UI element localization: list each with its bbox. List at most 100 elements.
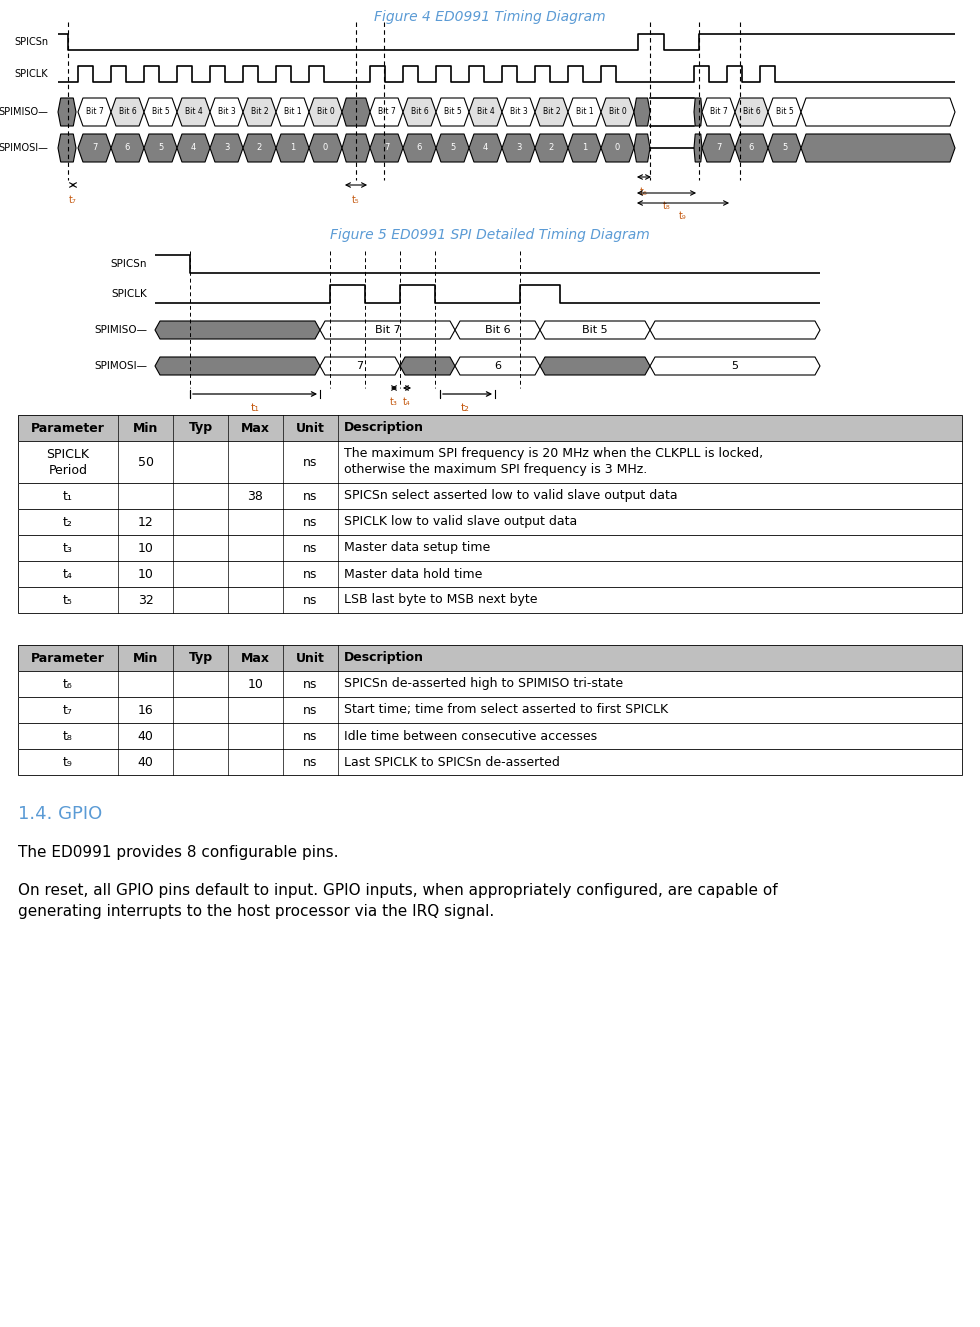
Polygon shape <box>634 134 650 162</box>
Text: 6: 6 <box>749 143 755 153</box>
Text: ns: ns <box>304 568 318 580</box>
Polygon shape <box>243 134 276 162</box>
Text: SPIMISO—: SPIMISO— <box>0 107 48 117</box>
Text: t₄: t₄ <box>403 397 411 407</box>
Polygon shape <box>320 357 400 376</box>
Text: 7: 7 <box>384 143 389 153</box>
Bar <box>18 748 962 775</box>
Bar <box>18 483 962 510</box>
Polygon shape <box>634 98 650 126</box>
Bar <box>18 535 962 561</box>
Text: SPICLK: SPICLK <box>15 69 48 80</box>
Text: Bit 2: Bit 2 <box>543 107 561 117</box>
Text: SPIMOSI—: SPIMOSI— <box>94 361 147 372</box>
Polygon shape <box>111 134 144 162</box>
Polygon shape <box>436 134 469 162</box>
Text: The ED0991 provides 8 configurable pins.: The ED0991 provides 8 configurable pins. <box>18 845 338 860</box>
Text: SPICLK: SPICLK <box>112 289 147 299</box>
Text: ns: ns <box>304 593 318 606</box>
Bar <box>18 510 962 535</box>
Polygon shape <box>400 357 455 376</box>
Polygon shape <box>650 357 820 376</box>
Polygon shape <box>455 357 540 376</box>
Polygon shape <box>58 98 76 126</box>
Text: 6: 6 <box>494 361 501 372</box>
Text: 38: 38 <box>248 490 264 503</box>
Text: ns: ns <box>304 541 318 555</box>
Bar <box>18 671 962 697</box>
Polygon shape <box>370 98 403 126</box>
Text: Bit 1: Bit 1 <box>575 107 593 117</box>
Bar <box>18 561 962 587</box>
Text: t₁: t₁ <box>251 403 260 413</box>
Text: Master data hold time: Master data hold time <box>344 568 482 580</box>
Text: Unit: Unit <box>296 652 325 665</box>
Text: Typ: Typ <box>188 422 213 434</box>
Text: 7: 7 <box>92 143 97 153</box>
Text: Parameter: Parameter <box>31 652 105 665</box>
Text: Max: Max <box>241 652 270 665</box>
Text: t₅: t₅ <box>63 593 73 606</box>
Text: ns: ns <box>304 515 318 528</box>
Bar <box>18 748 962 775</box>
Text: Bit 7: Bit 7 <box>374 325 401 334</box>
Polygon shape <box>78 134 111 162</box>
Polygon shape <box>535 134 568 162</box>
Polygon shape <box>78 98 111 126</box>
Text: 32: 32 <box>137 593 154 606</box>
Polygon shape <box>601 98 634 126</box>
Text: 40: 40 <box>137 755 154 768</box>
Text: 4: 4 <box>191 143 196 153</box>
Text: t₈: t₈ <box>662 200 670 211</box>
Polygon shape <box>155 357 320 376</box>
Text: t₇: t₇ <box>70 195 76 204</box>
Text: Min: Min <box>133 652 158 665</box>
Text: Bit 6: Bit 6 <box>119 107 136 117</box>
Text: ns: ns <box>304 703 318 717</box>
Polygon shape <box>276 98 309 126</box>
Text: 1: 1 <box>290 143 295 153</box>
Text: SPICSn de-asserted high to SPIMISO tri-state: SPICSn de-asserted high to SPIMISO tri-s… <box>344 678 623 690</box>
Text: Bit 2: Bit 2 <box>251 107 269 117</box>
Text: Figure 5 ED0991 SPI Detailed Timing Diagram: Figure 5 ED0991 SPI Detailed Timing Diag… <box>330 228 650 242</box>
Polygon shape <box>309 98 342 126</box>
Text: ns: ns <box>304 490 318 503</box>
Polygon shape <box>469 98 502 126</box>
Polygon shape <box>650 321 820 338</box>
Text: Bit 7: Bit 7 <box>710 107 727 117</box>
Text: t₉: t₉ <box>679 211 687 222</box>
Bar <box>18 671 962 697</box>
Text: t₂: t₂ <box>461 403 469 413</box>
Text: Bit 5: Bit 5 <box>775 107 794 117</box>
Text: t₃: t₃ <box>63 541 73 555</box>
Polygon shape <box>342 98 370 126</box>
Polygon shape <box>370 134 403 162</box>
Polygon shape <box>540 357 650 376</box>
Bar <box>18 483 962 510</box>
Polygon shape <box>540 321 650 338</box>
Text: SPICLK low to valid slave output data: SPICLK low to valid slave output data <box>344 515 577 528</box>
Bar <box>18 723 962 748</box>
Polygon shape <box>144 134 177 162</box>
Text: 6: 6 <box>416 143 422 153</box>
Text: Bit 6: Bit 6 <box>743 107 760 117</box>
Bar <box>18 561 962 587</box>
Text: 10: 10 <box>248 678 264 690</box>
Polygon shape <box>403 98 436 126</box>
Polygon shape <box>455 321 540 338</box>
Bar <box>18 441 962 483</box>
Text: Description: Description <box>344 422 424 434</box>
Text: 10: 10 <box>137 541 154 555</box>
Text: 16: 16 <box>137 703 154 717</box>
Polygon shape <box>702 134 735 162</box>
Polygon shape <box>177 134 210 162</box>
Text: 10: 10 <box>137 568 154 580</box>
Bar <box>18 415 962 441</box>
Text: Bit 4: Bit 4 <box>184 107 203 117</box>
Text: The maximum SPI frequency is 20 MHz when the CLKPLL is locked,
otherwise the max: The maximum SPI frequency is 20 MHz when… <box>344 447 763 476</box>
Polygon shape <box>502 98 535 126</box>
Text: t₆: t₆ <box>640 187 648 196</box>
Text: 3: 3 <box>223 143 229 153</box>
Bar <box>18 645 962 671</box>
Polygon shape <box>768 98 801 126</box>
